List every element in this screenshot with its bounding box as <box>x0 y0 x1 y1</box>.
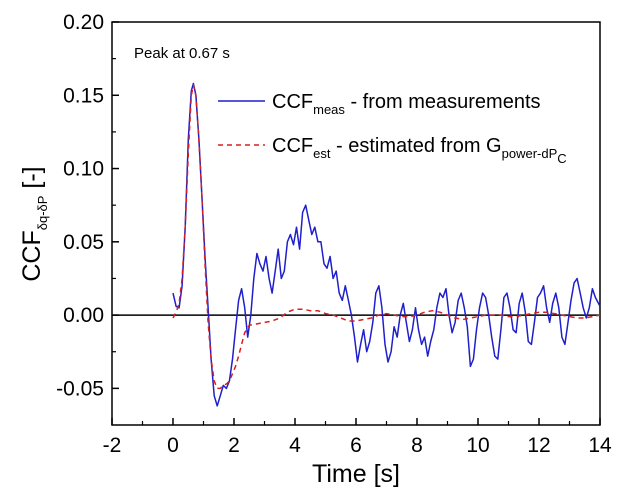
legend-label-est: CCFest - estimated from Gpower-dPC <box>272 135 567 166</box>
annotation-peak: Peak at 0.67 s <box>134 45 230 62</box>
x-tick-label: 14 <box>588 434 612 457</box>
y-tick-label: 0.10 <box>63 158 104 181</box>
y-tick-label: 0.00 <box>63 304 104 327</box>
x-tick-label: 8 <box>411 434 423 457</box>
y-axis-title: CCFδq-δP [-] <box>18 166 50 281</box>
axis-ticks: -2 0 2 4 6 8 10 12 14 -0.05 0.00 0.05 0.10 0.15 0.20 <box>56 11 612 457</box>
series-layer <box>172 82 601 407</box>
x-tick-label: 10 <box>466 434 489 457</box>
legend-label-meas: CCFmeas - from measurements <box>272 91 541 117</box>
y-tick-label: -0.05 <box>56 377 104 400</box>
series-line-est <box>172 84 601 390</box>
x-tick-label: 0 <box>167 434 179 457</box>
x-tick-label: 4 <box>289 434 301 457</box>
y-tick-label: 0.05 <box>63 231 104 254</box>
y-tick-label: 0.20 <box>63 11 104 34</box>
legend: CCFmeas - from measurements CCFest - est… <box>218 91 567 166</box>
y-tick-label: 0.15 <box>63 84 104 107</box>
x-axis-title: Time [s] <box>312 460 400 488</box>
x-tick-label: -2 <box>103 434 122 457</box>
x-tick-label: 6 <box>350 434 362 457</box>
x-tick-label: 2 <box>228 434 240 457</box>
x-tick-label: 12 <box>527 434 550 457</box>
series-line-meas <box>172 82 601 407</box>
